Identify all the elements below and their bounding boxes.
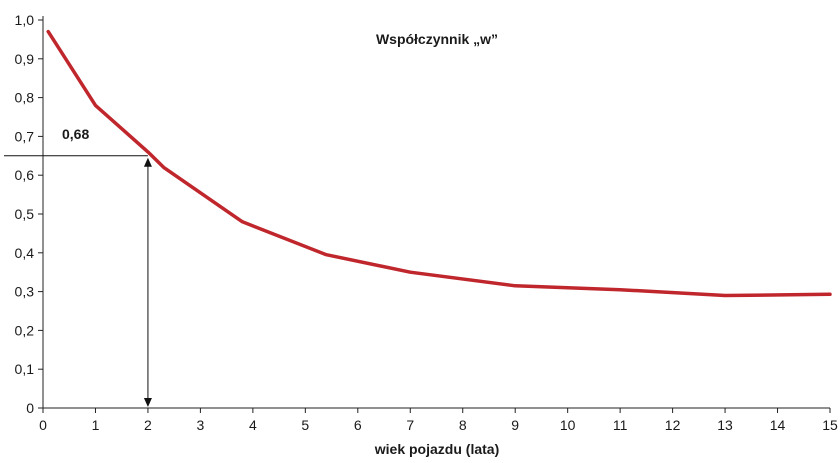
x-tick-label: 10 bbox=[560, 417, 576, 433]
y-tick-label: 1,0 bbox=[15, 12, 35, 28]
y-tick-label: 0,4 bbox=[15, 245, 35, 261]
x-tick-label: 9 bbox=[511, 417, 519, 433]
x-tick-label: 0 bbox=[39, 417, 47, 433]
y-tick-label: 0,3 bbox=[15, 284, 35, 300]
y-tick-label: 0,8 bbox=[15, 90, 35, 106]
y-tick-label: 0 bbox=[26, 400, 34, 416]
x-tick-label: 5 bbox=[301, 417, 309, 433]
x-tick-label: 11 bbox=[613, 417, 628, 433]
x-tick-label: 13 bbox=[717, 417, 733, 433]
x-axis-label: wiek pojazdu (lata) bbox=[374, 441, 499, 457]
x-tick-label: 8 bbox=[459, 417, 467, 433]
axes bbox=[38, 16, 831, 413]
annotation-group bbox=[4, 155, 152, 407]
x-tick-label: 15 bbox=[822, 417, 838, 433]
y-tick-label: 0,6 bbox=[15, 167, 35, 183]
x-tick-label: 6 bbox=[354, 417, 362, 433]
x-tick-label: 12 bbox=[665, 417, 681, 433]
x-tick-label: 2 bbox=[144, 417, 152, 433]
x-tick-label: 3 bbox=[197, 417, 205, 433]
series-group bbox=[46, 29, 832, 298]
y-tick-label: 0,5 bbox=[15, 206, 35, 222]
arrow-head-down bbox=[143, 398, 152, 407]
arrow-head-up bbox=[143, 157, 152, 167]
text-group: 00,10,20,30,40,50,60,70,80,91,00 1 2 3 4 5 6 7 8… bbox=[15, 12, 838, 457]
x-tick-label: 1 bbox=[92, 417, 100, 433]
y-tick-label: 0,1 bbox=[15, 361, 35, 377]
y-tick-label: 0,7 bbox=[15, 128, 35, 144]
x-tick-label: 14 bbox=[770, 417, 786, 433]
x-tick-label: 7 bbox=[406, 417, 414, 433]
series-line bbox=[46, 29, 832, 298]
y-tick-label: 0,9 bbox=[15, 51, 35, 67]
x-tick-label: 4 bbox=[249, 417, 257, 433]
chart-title: Współczynnik „w” bbox=[376, 31, 498, 47]
annotation-label: 0,68 bbox=[62, 126, 89, 142]
y-tick-label: 0,2 bbox=[15, 322, 35, 338]
